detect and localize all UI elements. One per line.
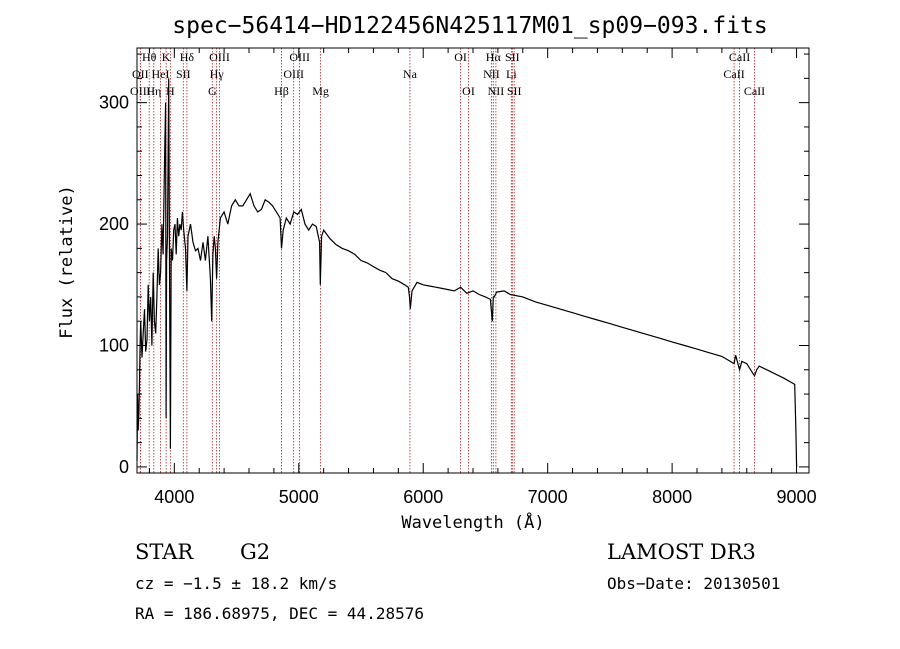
spectral-line-label: Mg	[312, 84, 329, 98]
spectrum-series-line	[136, 78, 798, 467]
spectral-line-label: NII	[488, 84, 505, 98]
y-axis-label: Flux (relative)	[57, 185, 77, 339]
spectral-line-label: SII	[507, 84, 522, 98]
spectral-line-label: Hθ	[142, 50, 157, 64]
spectral-line-label: Na	[403, 67, 418, 81]
spectral-line-label: Hγ	[210, 67, 225, 81]
survey-name: LAMOST DR3	[607, 540, 756, 564]
spectral-line-label: OIII	[209, 50, 230, 64]
x-axis-ticks: 4000 5000 6000 7000 8000 9000	[148, 48, 817, 507]
spectral-line-label: OIII	[283, 67, 304, 81]
spectral-line-label: Hβ	[274, 84, 289, 98]
spectral-line-label: CaII	[729, 50, 750, 64]
x-tick-label: 5000	[279, 487, 319, 507]
x-tick-label: 6000	[403, 487, 443, 507]
object-subclass: G2	[240, 540, 270, 564]
x-axis-label: Wavelength (Å)	[401, 511, 544, 533]
observation-date: Obs−Date: 20130501	[607, 574, 780, 593]
coordinates-info: RA = 186.68975, DEC = 44.28576	[135, 604, 424, 623]
spectral-line-label: CaII	[723, 67, 744, 81]
spectral-line-label: NII	[483, 67, 500, 81]
spectral-line-label: Hη	[146, 84, 161, 98]
spectral-line-label: K	[162, 50, 171, 64]
spectral-line-label: H	[166, 84, 175, 98]
spectral-line-label: SII	[176, 67, 191, 81]
x-tick-label: 7000	[528, 487, 568, 507]
plot-frame	[136, 47, 810, 474]
spectral-line-label: Hδ	[180, 50, 195, 64]
spectral-line-label: HeI	[152, 67, 170, 81]
y-tick-label: 300	[99, 93, 129, 113]
spectral-line-label: SII	[505, 50, 520, 64]
spectral-line-label: OIII	[130, 84, 151, 98]
y-tick-label: 100	[99, 336, 129, 356]
y-axis-ticks: 0 100 200 300	[99, 53, 809, 477]
redshift-info: cz = −1.5 ± 18.2 km/s	[135, 574, 337, 593]
spectral-line-label: G	[208, 84, 217, 98]
y-tick-label: 200	[99, 214, 129, 234]
chart-title: spec−56414−HD122456N425117M01_sp09−093.f…	[172, 13, 767, 39]
spectral-line-label: Hα	[486, 50, 502, 64]
spectral-line-label: OIII	[289, 50, 310, 64]
spectral-line-label: Li	[506, 67, 517, 81]
y-tick-label: 0	[119, 457, 129, 477]
spectral-line-label: OI	[454, 50, 467, 64]
spectral-line-markers	[139, 48, 755, 473]
object-class: STAR	[135, 540, 194, 564]
spectral-line-label: OII	[132, 67, 149, 81]
spectral-line-label: CaII	[744, 84, 765, 98]
x-tick-label: 9000	[777, 487, 817, 507]
spectral-line-label: OI	[462, 84, 475, 98]
x-tick-label: 4000	[154, 487, 194, 507]
x-tick-label: 8000	[652, 487, 692, 507]
